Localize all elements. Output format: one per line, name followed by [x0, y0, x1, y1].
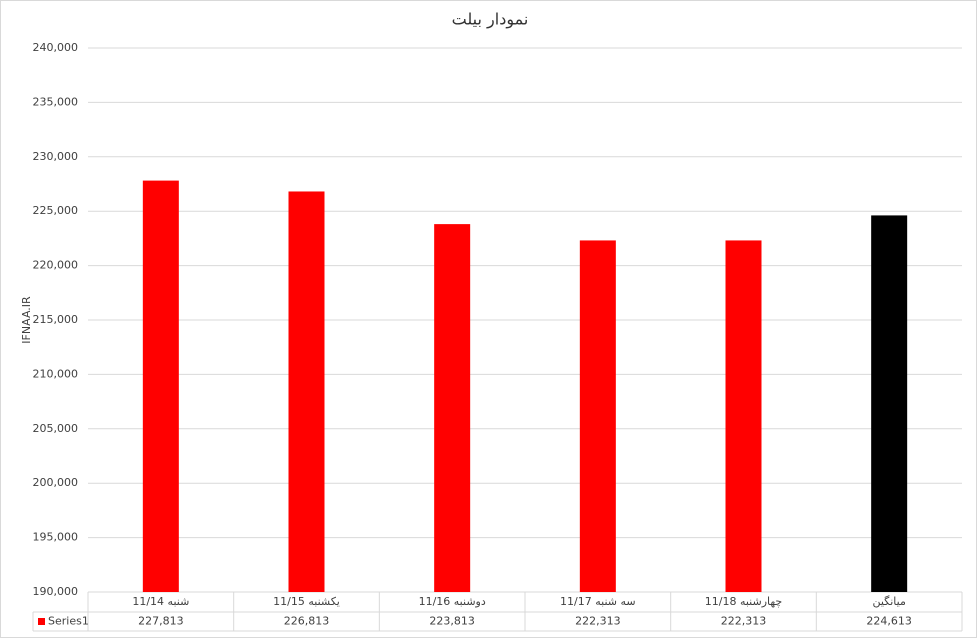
y-tick-label: 210,000: [33, 367, 79, 380]
chart-title: نمودار بیلت: [452, 10, 529, 30]
value-label: 224,613: [866, 615, 912, 628]
y-tick-label: 195,000: [33, 531, 79, 544]
y-tick-label: 205,000: [33, 422, 79, 435]
bar: [579, 240, 616, 592]
x-tick-label: میانگین: [872, 595, 906, 608]
value-label: 222,313: [575, 615, 621, 628]
legend-label: Series1: [48, 615, 89, 628]
bar: [434, 224, 471, 592]
y-tick-label: 200,000: [33, 476, 79, 489]
x-tick-label: شنبه 11/14: [132, 595, 189, 608]
y-tick-label: 225,000: [33, 204, 79, 217]
x-tick-label: سه شنبه 11/17: [560, 595, 636, 608]
legend-swatch: [38, 618, 45, 625]
y-tick-label: 190,000: [33, 585, 79, 598]
y-axis-label: IFNAA.IR: [20, 296, 33, 344]
bar: [725, 240, 762, 592]
value-label: 222,313: [721, 615, 767, 628]
value-label: 226,813: [284, 615, 330, 628]
y-tick-label: 240,000: [33, 41, 79, 54]
y-tick-label: 215,000: [33, 313, 79, 326]
value-label: 227,813: [138, 615, 184, 628]
value-label: 223,813: [429, 615, 475, 628]
y-tick-label: 220,000: [33, 259, 79, 272]
x-tick-label: چهارشنبه 11/18: [705, 595, 783, 608]
bar: [871, 215, 908, 592]
bar: [142, 180, 179, 593]
x-tick-label: یکشنبه 11/15: [273, 595, 340, 608]
y-tick-label: 230,000: [33, 150, 79, 163]
y-tick-label: 235,000: [33, 95, 79, 108]
bar: [288, 191, 325, 593]
x-tick-label: دوشنبه 11/16: [419, 595, 486, 608]
